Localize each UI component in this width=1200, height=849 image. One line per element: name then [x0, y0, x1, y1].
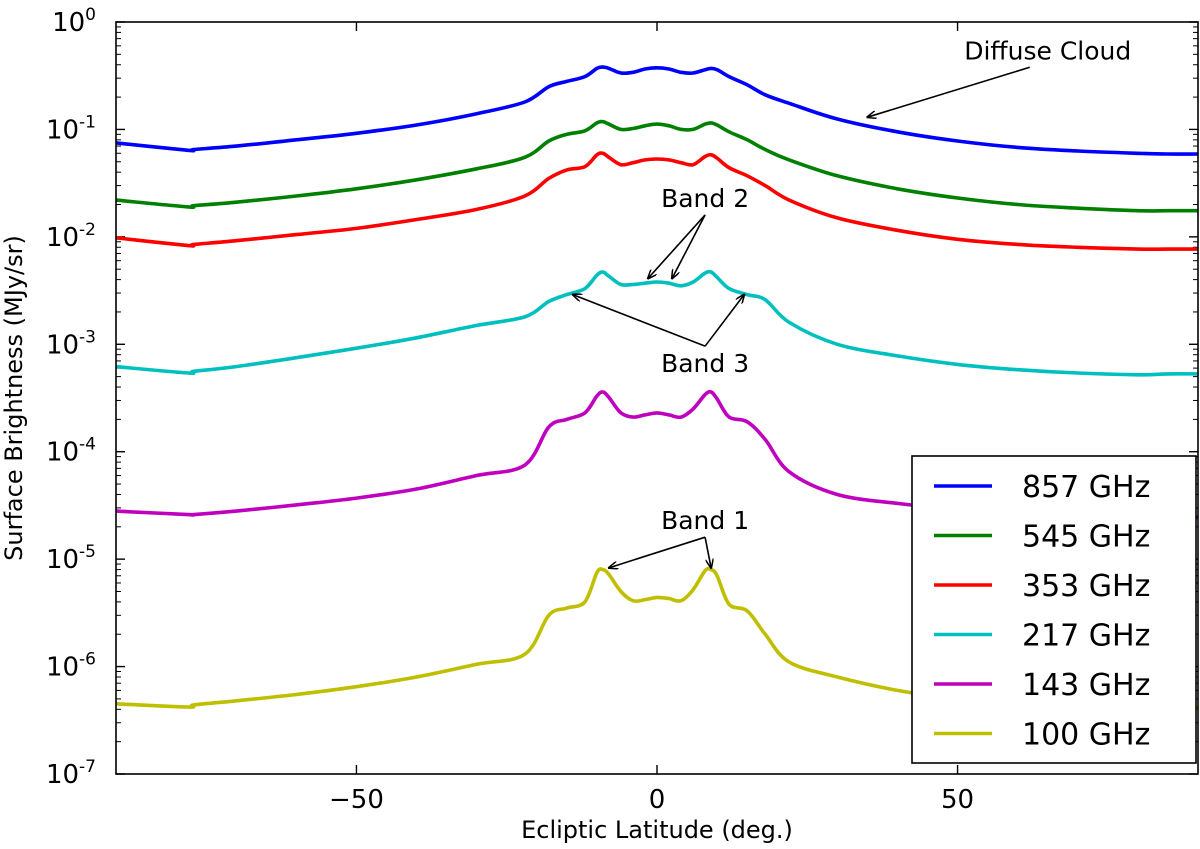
ticks: −50 0 50 100 10-1 10-2 10-3 10-4 10-5 10-6 10-7 — [46, 5, 1198, 815]
annotation-arrow-band2 — [648, 214, 706, 279]
series-line-353-ghz — [116, 151, 1198, 251]
annotation-diffuse: Diffuse Cloud — [964, 36, 1131, 65]
annotation-band1: Band 1 — [661, 506, 749, 535]
y-tick-label: 10-5 — [46, 542, 96, 575]
annotations: Diffuse Cloud Band 2 Band 3 Band 1 — [573, 36, 1131, 568]
legend-label: 100 GHz — [1022, 718, 1150, 753]
legend-label: 353 GHz — [1022, 569, 1150, 604]
series-line-545-ghz — [116, 119, 1198, 213]
plot-frame — [115, 21, 1199, 775]
x-tick-label: −50 — [329, 785, 384, 815]
annotation-arrow-diffuse — [867, 66, 1030, 117]
y-tick-label: 100 — [52, 5, 96, 38]
x-tick-label: 50 — [941, 785, 974, 815]
series-line-857-ghz — [116, 65, 1198, 156]
y-tick-label: 10-3 — [46, 327, 96, 360]
series — [116, 65, 1198, 711]
annotation-band3: Band 3 — [661, 349, 749, 378]
legend-box — [911, 455, 1197, 764]
annotation-arrow-band2 — [672, 214, 706, 279]
y-tick-label: 10-6 — [46, 650, 96, 683]
series-line-100-ghz — [116, 566, 1198, 711]
annotation-arrow-band1 — [704, 537, 711, 568]
x-axis-label: Ecliptic Latitude (deg.) — [521, 816, 793, 844]
legend: 857 GHz 545 GHz 353 GHz 217 GHz 143 GHz 100 G… — [911, 455, 1197, 764]
y-tick-label: 10-4 — [46, 435, 96, 468]
legend-label: 545 GHz — [1022, 520, 1150, 555]
annotation-arrow-band3 — [573, 295, 706, 347]
x-tick-label: 0 — [649, 785, 666, 815]
series-line-143-ghz — [116, 389, 1198, 520]
legend-label: 217 GHz — [1022, 619, 1150, 654]
annotation-arrow-band1 — [609, 536, 706, 568]
legend-label: 857 GHz — [1022, 470, 1150, 505]
y-tick-label: 10-7 — [46, 757, 96, 790]
series-line-217-ghz — [116, 269, 1198, 377]
y-tick-label: 10-1 — [46, 112, 96, 145]
annotation-arrow-band3 — [704, 295, 744, 347]
legend-label: 143 GHz — [1022, 668, 1150, 703]
y-tick-label: 10-2 — [46, 220, 96, 253]
annotation-band2: Band 2 — [661, 184, 749, 213]
y-axis-label: Surface Brightness (MJy/sr) — [0, 235, 28, 561]
